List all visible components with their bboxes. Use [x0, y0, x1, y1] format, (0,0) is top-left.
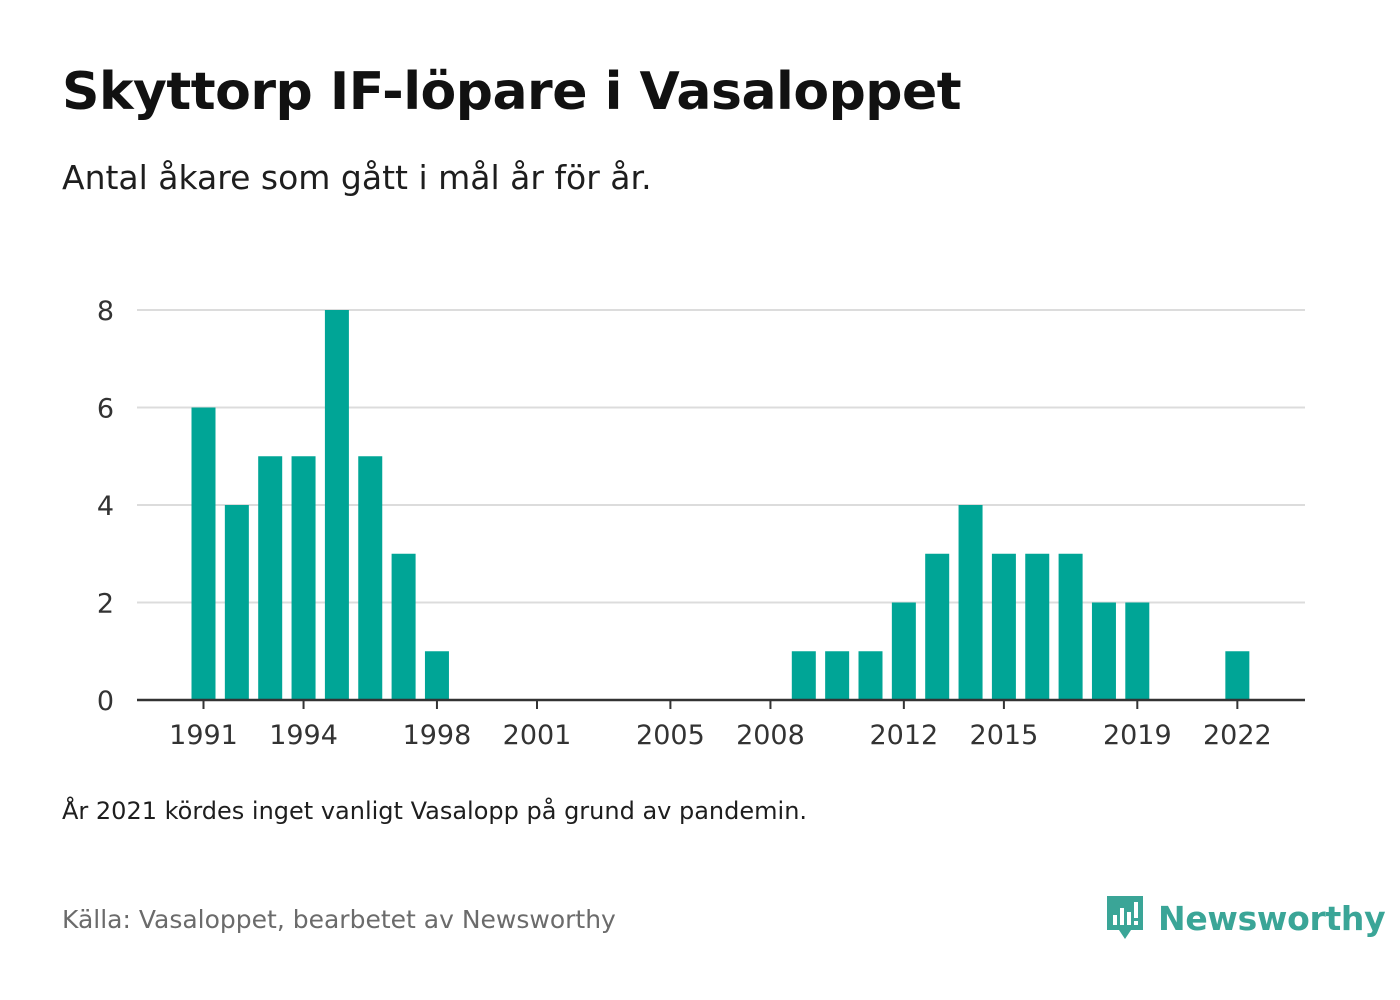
x-tick-label: 1994	[269, 720, 338, 751]
y-tick-label: 8	[97, 296, 114, 327]
bar-1996	[358, 456, 383, 700]
bar-1998	[424, 651, 449, 700]
x-tick-label: 2019	[1103, 720, 1172, 751]
y-tick-label: 6	[97, 394, 114, 425]
x-tick-label: 2001	[503, 720, 572, 751]
x-tick-label: 1998	[403, 720, 472, 751]
bar-2016	[1025, 553, 1050, 700]
source-text: Källa: Vasaloppet, bearbetet av Newswort…	[62, 905, 616, 934]
bar-2010	[825, 651, 850, 700]
y-tick-label: 2	[97, 589, 114, 620]
bar-1993	[258, 456, 283, 700]
bar-chart: 0 2 4 6 8 1991 1994 1998 2001 2005 2008 2012 2015 20…	[97, 296, 1305, 751]
chart-subtitle: Antal åkare som gått i mål år för år.	[62, 158, 652, 197]
bar-1994	[291, 456, 316, 700]
bar-2014	[958, 505, 983, 700]
bar-2018	[1091, 602, 1116, 700]
bar-2017	[1058, 553, 1083, 700]
x-tick-label: 1991	[169, 720, 238, 751]
y-tick-label: 4	[97, 491, 114, 522]
bar-1992	[224, 505, 249, 700]
chart-title: Skyttorp IF-löpare i Vasaloppet	[62, 62, 962, 122]
x-tick-label: 2022	[1203, 720, 1272, 751]
bar-2012	[891, 602, 916, 700]
bar-1995	[324, 310, 349, 700]
y-tick-label: 0	[97, 686, 114, 717]
x-tick-label: 2005	[636, 720, 705, 751]
bar-1997	[391, 553, 416, 700]
x-tick-label: 2015	[970, 720, 1039, 751]
x-tick-label: 2008	[736, 720, 805, 751]
bar-2019	[1125, 602, 1150, 700]
brand-name: Newsworthy	[1158, 898, 1386, 938]
x-axis-ticks: 1991 1994 1998 2001 2005 2008 2012 2015 2019 2022	[169, 700, 1272, 751]
x-tick-label: 2012	[869, 720, 938, 751]
bar-2009	[791, 651, 816, 700]
chart-note: År 2021 kördes inget vanligt Vasalopp på…	[62, 797, 808, 825]
bar-2022	[1225, 651, 1250, 700]
bars	[191, 310, 1250, 700]
y-axis-ticks: 0 2 4 6 8	[97, 296, 114, 717]
bar-1991	[191, 407, 216, 700]
bar-2011	[858, 651, 883, 700]
brand-logo[interactable]: Newsworthy	[1104, 893, 1386, 943]
bar-2013	[925, 553, 950, 700]
bar-2015	[991, 553, 1016, 700]
newsworthy-logo-icon	[1107, 896, 1143, 939]
